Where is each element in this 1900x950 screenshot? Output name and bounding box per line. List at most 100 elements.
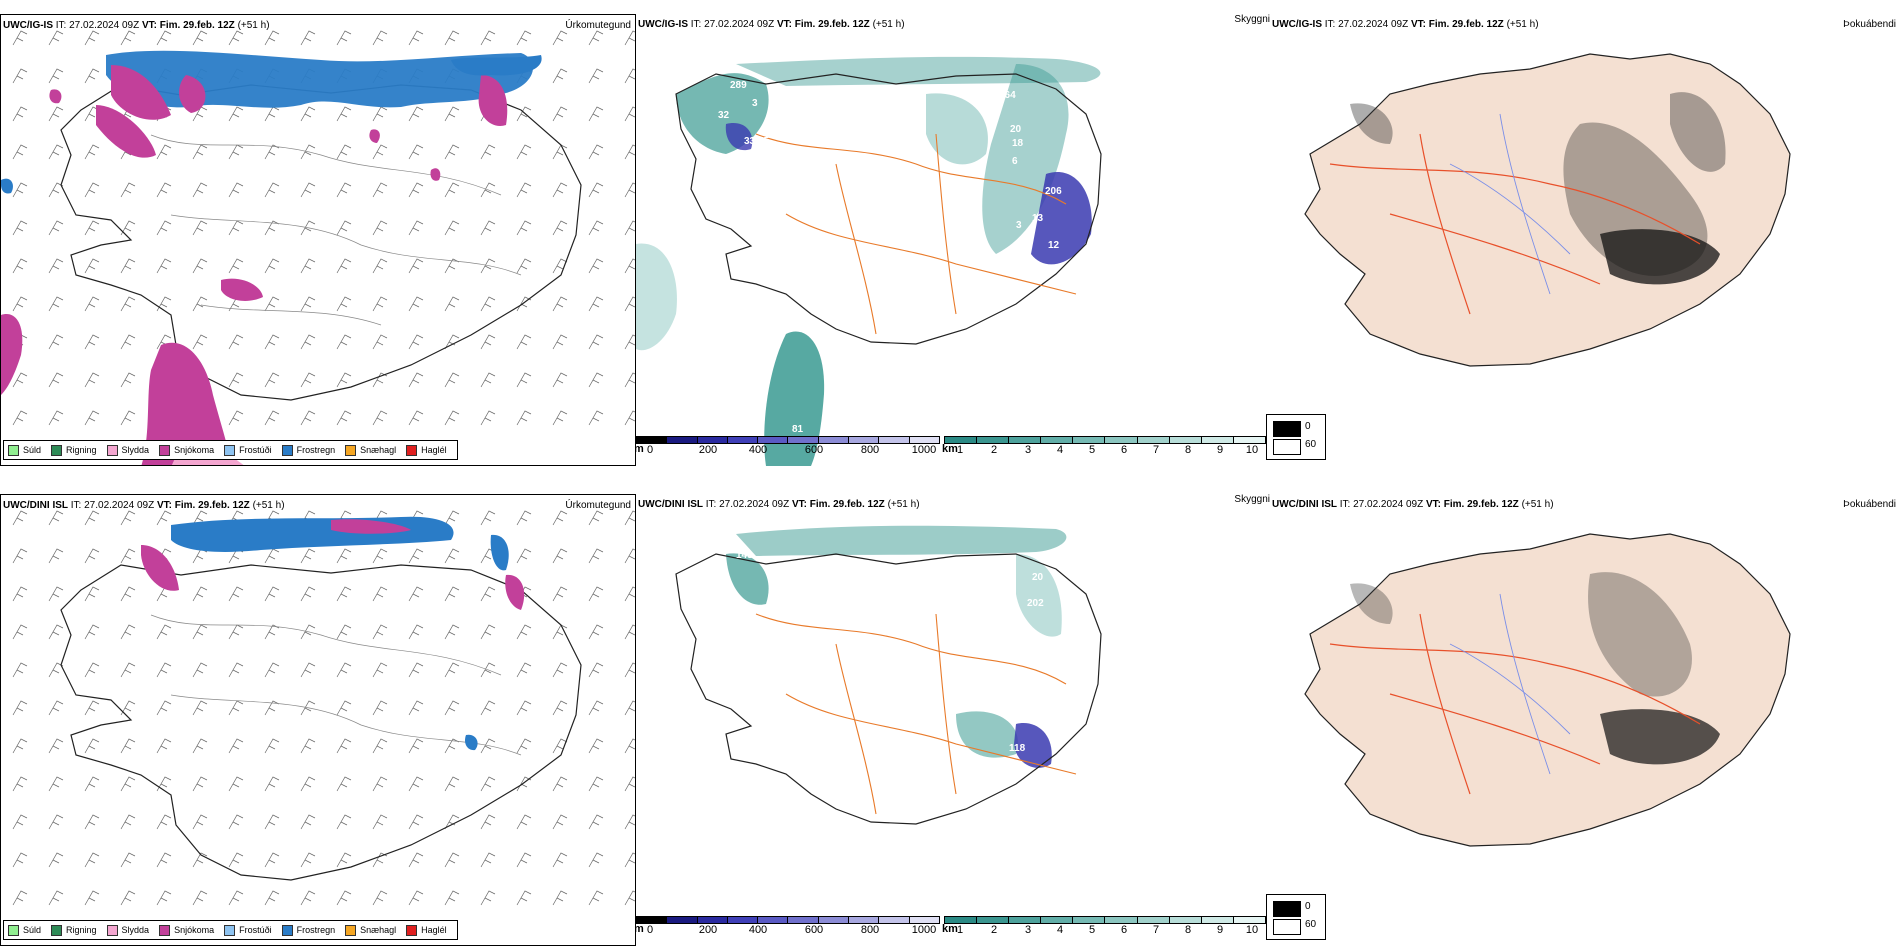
wind-barb	[228, 586, 244, 602]
wind-barb	[408, 738, 424, 754]
wind-barb	[408, 258, 424, 274]
wind-barb	[48, 258, 64, 274]
wind-barb	[408, 852, 424, 868]
wind-barb	[336, 890, 352, 906]
wind-barb	[264, 548, 280, 564]
wind-barb	[624, 624, 635, 640]
iceland-land	[1304, 53, 1791, 367]
wind-barb	[516, 410, 532, 426]
legend-swatch	[106, 924, 118, 936]
wind-barb	[120, 410, 136, 426]
wind-barb	[12, 814, 28, 830]
wind-barb	[372, 586, 388, 602]
wind-barb	[372, 548, 388, 564]
wind-barb	[624, 334, 635, 350]
legend-label: Rigning	[66, 925, 97, 935]
legend-swatch	[224, 444, 236, 456]
rivers	[1449, 113, 1571, 295]
wind-barb	[264, 30, 280, 46]
wind-barb	[588, 372, 604, 388]
wind-barb	[192, 776, 208, 792]
wind-barb	[120, 586, 136, 602]
legend-label: 0	[1305, 901, 1311, 912]
iceland-land	[1304, 533, 1791, 847]
wind-barb	[480, 144, 496, 160]
colorbar-ticks: 0 200 400 600 800 1000	[636, 924, 940, 936]
wind-barb	[552, 30, 568, 46]
wind-barb	[48, 410, 64, 426]
wind-barb	[12, 30, 28, 46]
wind-barb	[84, 586, 100, 602]
cloud-base-value-label: 3	[1016, 220, 1022, 231]
tick-label: 4	[1056, 444, 1064, 456]
wind-barb	[516, 144, 532, 160]
wind-barb	[336, 776, 352, 792]
wind-barb	[588, 814, 604, 830]
cloud-base-value-label: 13	[1032, 213, 1044, 224]
colorbar-cells	[944, 916, 1266, 924]
wind-barb	[336, 144, 352, 160]
wind-barb	[372, 30, 388, 46]
wind-barb	[228, 738, 244, 754]
wind-barb	[228, 182, 244, 198]
wind-barb	[192, 182, 208, 198]
tick-label: 1000	[911, 924, 937, 936]
colorbar-cells	[636, 436, 940, 444]
legend-swatch	[1273, 901, 1301, 917]
wind-barb	[588, 586, 604, 602]
wind-barb	[408, 106, 424, 122]
legend-label: Súld	[23, 925, 42, 935]
wind-barb	[156, 700, 172, 716]
wind-barb	[120, 624, 136, 640]
roads	[755, 613, 1077, 815]
wind-barb	[624, 852, 635, 868]
wind-barb	[192, 144, 208, 160]
wind-barb	[336, 624, 352, 640]
wind-barb	[12, 106, 28, 122]
wind-barb	[84, 814, 100, 830]
wind-barb	[588, 700, 604, 716]
wind-barb	[264, 182, 280, 198]
legend-label: Snæhagl	[360, 445, 397, 455]
wind-barb	[516, 700, 532, 716]
cloud-base-value-label: 75	[758, 136, 770, 147]
wind-barb	[552, 852, 568, 868]
wind-barb	[84, 334, 100, 350]
wind-barb	[12, 410, 28, 426]
fog-panel-top: UWC/IG-IS IT: 27.02.2024 09Z VT: Fim. 29…	[1270, 14, 1900, 466]
legend-item: Slydda	[106, 924, 149, 936]
wind-barb	[372, 662, 388, 678]
wind-barb	[192, 700, 208, 716]
tick-label: 1000	[911, 444, 937, 456]
wind-barb	[12, 68, 28, 84]
wind-barb	[624, 372, 635, 388]
wind-barb	[372, 738, 388, 754]
wind-barb	[552, 372, 568, 388]
legend-swatch	[345, 924, 357, 936]
wind-barb	[372, 182, 388, 198]
wind-barb	[120, 662, 136, 678]
wind-barb	[264, 258, 280, 274]
wind-barb	[588, 296, 604, 312]
wind-barb	[300, 372, 316, 388]
wind-barb	[192, 814, 208, 830]
precip-legend-top: Súld Rigning Slydda Snjókoma Frostúði Fr…	[3, 440, 458, 460]
wind-barb	[336, 852, 352, 868]
wind-barb	[300, 410, 316, 426]
wind-barb	[444, 852, 460, 868]
wind-barb	[84, 700, 100, 716]
wind-barb	[120, 296, 136, 312]
wind-barb	[84, 372, 100, 388]
legend-swatch	[159, 924, 171, 936]
wind-barb	[120, 890, 136, 906]
legend-swatch	[51, 924, 63, 936]
wind-barb	[12, 890, 28, 906]
wind-barb	[372, 410, 388, 426]
wind-barb	[264, 372, 280, 388]
wind-barb	[624, 700, 635, 716]
legend-item: Frostregn	[281, 924, 335, 936]
wind-barb	[588, 144, 604, 160]
cloud-base-value-label: 301	[796, 88, 813, 99]
legend-swatch	[159, 444, 171, 456]
wind-barb	[480, 738, 496, 754]
